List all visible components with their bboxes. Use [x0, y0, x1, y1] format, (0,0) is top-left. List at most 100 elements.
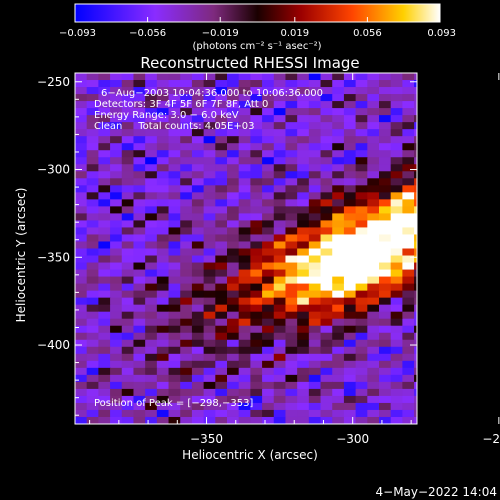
heatmap-cell — [86, 276, 99, 285]
heatmap-cell — [121, 248, 135, 257]
heatmap-cell — [168, 199, 181, 207]
heatmap-cell — [203, 206, 216, 214]
heatmap-cell — [390, 318, 403, 327]
heatmap-cell — [390, 304, 403, 313]
heatmap-cell — [273, 143, 287, 151]
peak-position-label: Position of Peak = [−298,−353] — [94, 398, 253, 409]
plot-frame — [74, 72, 418, 425]
heatmap-cell — [297, 122, 310, 130]
heatmap-cell — [98, 101, 111, 109]
heatmap-cell — [285, 108, 298, 116]
heatmap-cell — [285, 171, 298, 179]
heatmap-cell — [273, 332, 287, 341]
heatmap-cell — [110, 283, 123, 292]
heatmap-cell — [367, 424, 379, 432]
heatmap-cell — [180, 94, 193, 102]
heatmap-cell — [426, 424, 438, 432]
heatmap-cell — [297, 101, 310, 109]
heatmap-cell — [110, 101, 123, 109]
heatmap-cell — [227, 255, 240, 264]
heatmap-cell — [355, 339, 368, 348]
heatmap-cell — [180, 269, 193, 278]
heatmap-cell — [110, 199, 123, 207]
heatmap-cell — [367, 122, 380, 130]
heatmap-cell — [390, 416, 403, 424]
heatmap-cell — [203, 150, 216, 158]
heatmap-cell — [332, 325, 345, 334]
heatmap-cell — [145, 325, 158, 334]
heatmap-cell — [191, 346, 205, 355]
heatmap-cell — [98, 220, 111, 229]
heatmap-cell — [121, 115, 135, 123]
heatmap-cell — [133, 367, 146, 376]
y-axis-label: Heliocentric Y (arcsec) — [14, 188, 28, 323]
heatmap-cell — [308, 339, 322, 348]
heatmap-cell — [273, 178, 287, 186]
heatmap-cell — [215, 101, 228, 109]
heatmap-cell — [121, 129, 135, 137]
heatmap-cell — [203, 262, 216, 271]
heatmap-cell — [180, 318, 193, 327]
heatmap-cell — [86, 227, 99, 236]
heatmap-cell — [145, 164, 158, 172]
heatmap-cell — [343, 164, 357, 172]
heatmap-cell — [121, 346, 135, 355]
heatmap-cell — [180, 80, 193, 88]
heatmap-cell — [308, 318, 322, 327]
heatmap-cell — [227, 108, 240, 116]
heatmap-cell — [367, 213, 380, 222]
heatmap-cell — [355, 220, 368, 229]
heatmap-cell — [320, 297, 333, 306]
heatmap-cell — [121, 339, 135, 348]
heatmap-cell — [332, 234, 345, 243]
heatmap-cell — [191, 199, 205, 207]
heatmap-cell — [390, 80, 403, 88]
heatmap-cell — [273, 150, 287, 158]
heatmap-cell — [320, 262, 333, 271]
heatmap-cell — [379, 73, 392, 81]
heatmap-cell — [332, 108, 345, 116]
heatmap-cell — [156, 248, 170, 257]
heatmap-cell — [180, 73, 193, 81]
heatmap-cell — [355, 332, 368, 341]
heatmap-cell — [215, 311, 228, 320]
heatmap-cell — [285, 227, 298, 236]
heatmap-cell — [355, 318, 368, 327]
heatmap-cell — [379, 108, 392, 116]
y-tick-label: −350 — [37, 250, 70, 264]
heatmap-cell — [133, 178, 146, 186]
heatmap-cell — [156, 234, 170, 243]
heatmap-cell — [191, 360, 205, 369]
heatmap-cell — [262, 248, 275, 257]
heatmap-cell — [308, 381, 322, 390]
heatmap-cell — [191, 290, 205, 299]
heatmap-cell — [121, 192, 135, 200]
heatmap-cell — [215, 199, 228, 207]
heatmap-cell — [180, 227, 193, 236]
heatmap-cell — [75, 164, 88, 172]
heatmap-cell — [121, 381, 135, 390]
heatmap-cell — [227, 381, 240, 390]
heatmap-cell — [343, 402, 357, 411]
heatmap-cell — [168, 367, 181, 376]
heatmap-cell — [355, 353, 368, 362]
heatmap-cell — [203, 192, 216, 200]
heatmap-cell — [180, 255, 193, 264]
heatmap-cell — [191, 325, 205, 334]
heatmap-cell — [390, 388, 403, 397]
heatmap-cell — [285, 164, 298, 172]
heatmap-cell — [227, 164, 240, 172]
heatmap-cell — [332, 185, 345, 193]
heatmap-cell — [75, 290, 88, 299]
axis-ticks: −350−300−250−250−300−350−400 — [37, 73, 500, 446]
heatmap-cell — [133, 311, 146, 320]
heatmap-cell — [180, 360, 193, 369]
heatmap-cell — [110, 332, 123, 341]
heatmap-cell — [110, 108, 123, 116]
heatmap-cell — [203, 101, 216, 109]
heatmap-cell — [320, 360, 333, 369]
colorbar-tick-label: −0.019 — [202, 28, 239, 39]
heatmap-cell — [262, 241, 275, 250]
heatmap-cell — [308, 185, 322, 193]
heatmap-cell — [133, 304, 146, 313]
